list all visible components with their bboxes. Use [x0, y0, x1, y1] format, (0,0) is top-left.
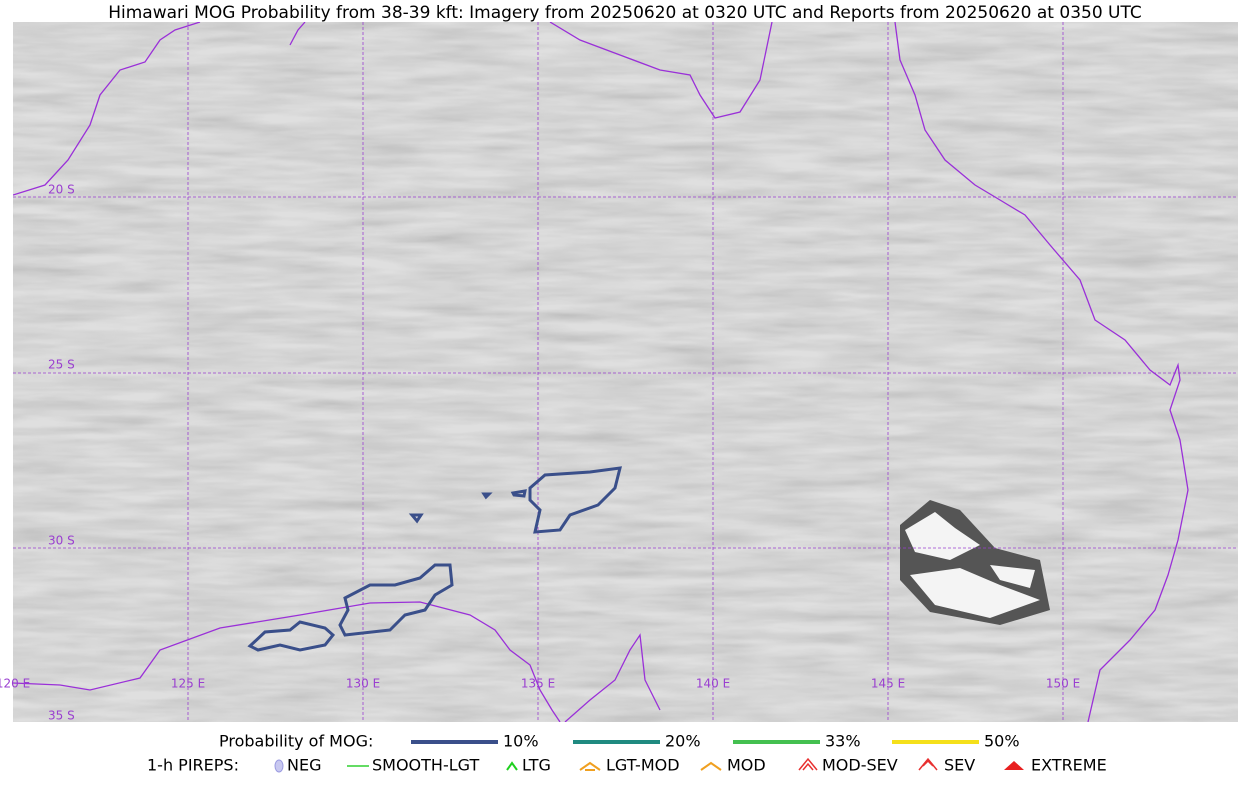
- mod-icon: [700, 761, 722, 771]
- lat-label: 35 S: [48, 709, 75, 723]
- pirep-legend: 1-h PIREPS: NEG SMOOTH-LGT LTG LGT-MOD M…: [147, 756, 1107, 775]
- legend-title: Probability of MOG:: [219, 732, 373, 751]
- legend-title: 1-h PIREPS:: [147, 756, 239, 775]
- lon-label: 140 E: [696, 677, 730, 691]
- lgt-mod-icon: [579, 761, 601, 771]
- mod-sev-icon: [798, 757, 818, 771]
- legend-label: LGT-MOD: [606, 756, 680, 775]
- ltg-icon: [506, 761, 518, 771]
- lat-label: 20 S: [48, 183, 75, 197]
- legend-label: MOD-SEV: [822, 756, 898, 775]
- lat-label: 25 S: [48, 358, 75, 372]
- lon-label: 120 E: [0, 677, 30, 691]
- image-texture: [13, 22, 1238, 722]
- lon-label: 130 E: [346, 677, 380, 691]
- legend-label: SEV: [944, 756, 975, 775]
- lon-label: 145 E: [871, 677, 905, 691]
- legend-label: 10%: [503, 732, 539, 751]
- lon-label: 150 E: [1046, 677, 1080, 691]
- legend-label: MOD: [727, 756, 766, 775]
- legend-label: 50%: [984, 732, 1020, 751]
- grid-lines: [13, 22, 1238, 722]
- legend-label: 33%: [825, 732, 861, 751]
- legend-label: EXTREME: [1031, 756, 1107, 775]
- lon-labels: 120 E 125 E 130 E 135 E 140 E 145 E 150 …: [0, 677, 1080, 691]
- title: Himawari MOG Probability from 38-39 kft:…: [108, 3, 1142, 23]
- legend-label: 20%: [665, 732, 701, 751]
- convective-cloud: [900, 500, 1050, 625]
- coastlines: [13, 22, 1189, 722]
- lon-label: 135 E: [521, 677, 555, 691]
- legend-label: SMOOTH-LGT: [372, 756, 479, 775]
- probability-contours: [247, 466, 622, 652]
- lat-label: 30 S: [48, 534, 75, 548]
- map: [13, 22, 1238, 722]
- extreme-icon: [1004, 761, 1024, 770]
- probability-legend: Probability of MOG: 10% 20% 33% 50%: [219, 732, 1020, 751]
- lon-label: 125 E: [171, 677, 205, 691]
- legend-label: NEG: [287, 756, 321, 775]
- neg-icon: [274, 759, 284, 773]
- legend-label: LTG: [522, 756, 551, 775]
- lat-labels: 20 S 25 S 30 S 35 S: [48, 183, 75, 723]
- sev-icon: [918, 757, 938, 771]
